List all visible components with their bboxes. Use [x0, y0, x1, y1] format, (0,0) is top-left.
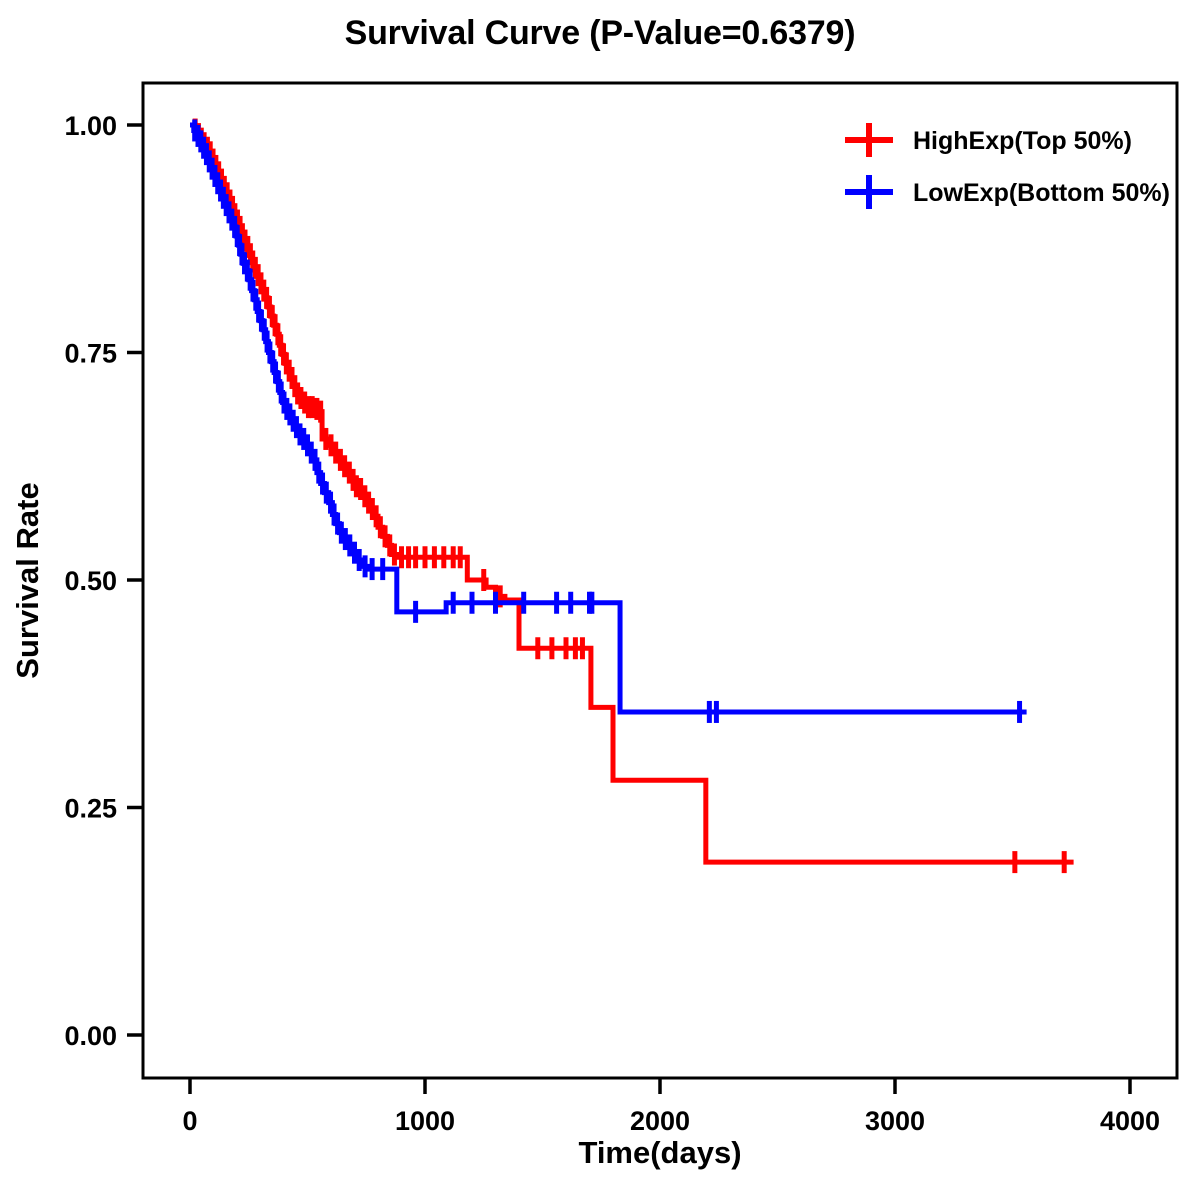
- legend-item: HighExp(Top 50%): [845, 123, 1132, 157]
- chart-title: Survival Curve (P-Value=0.6379): [344, 14, 856, 52]
- x-tick-label: 0: [182, 1106, 197, 1136]
- y-tick-label: 0.75: [64, 339, 117, 369]
- y-tick-label: 0.00: [64, 1021, 117, 1051]
- x-tick-label: 4000: [1100, 1106, 1160, 1136]
- curve-lowexp: [190, 119, 1027, 723]
- plot-frame: [141, 81, 1179, 1080]
- axis-layer: [127, 81, 1179, 1094]
- x-axis-title: Time(days): [578, 1135, 741, 1170]
- legend-layer: HighExp(Top 50%) LowExp(Bottom 50%): [845, 123, 1170, 209]
- y-tick-label: 1.00: [64, 111, 117, 141]
- y-tick-label: 0.25: [64, 794, 117, 824]
- y-axis-title: Survival Rate: [10, 482, 45, 678]
- x-tick-label: 1000: [395, 1106, 455, 1136]
- legend-label: LowExp(Bottom 50%): [913, 179, 1170, 207]
- label-layer: 0 1000 2000 3000 4000 0.00 0.25 0.50 0.75 1.00 Tim…: [10, 111, 1160, 1170]
- curve-highexp: [190, 118, 1074, 874]
- y-tick-label: 0.50: [64, 566, 117, 596]
- x-tick-label: 2000: [630, 1106, 690, 1136]
- legend-label: HighExp(Top 50%): [913, 127, 1132, 155]
- legend-item: LowExp(Bottom 50%): [845, 175, 1170, 209]
- curve-layer: [190, 118, 1074, 874]
- x-tick-label: 3000: [865, 1106, 925, 1136]
